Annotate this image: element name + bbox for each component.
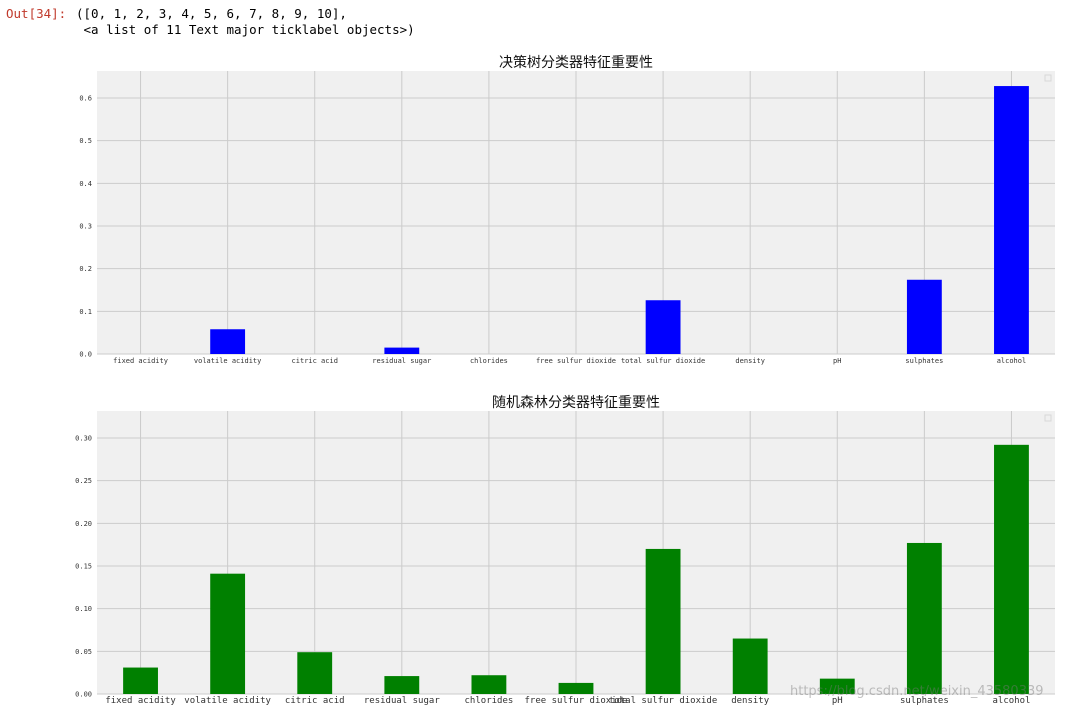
x-tick-label: pH <box>833 357 841 365</box>
x-tick-label: residual sugar <box>364 696 440 706</box>
y-tick-label: 0.00 <box>75 691 92 699</box>
bar-volatile-acidity <box>210 329 246 354</box>
bar-ph <box>819 678 855 694</box>
bar-citric-acid <box>297 652 333 694</box>
y-tick-label: 0.4 <box>79 180 92 188</box>
x-tick-label: volatile acidity <box>184 696 271 706</box>
y-tick-label: 0.6 <box>79 95 92 103</box>
output-line-2: <a list of 11 Text major ticklabel objec… <box>76 22 415 37</box>
x-tick-label: citric acid <box>285 696 345 706</box>
y-tick-label: 0.20 <box>75 520 92 528</box>
chart-title: 决策树分类器特征重要性 <box>499 54 653 71</box>
x-tick-label: total sulfur dioxide <box>609 696 717 706</box>
x-tick-label: alcohol <box>992 696 1030 706</box>
x-tick-label: free sulfur dioxide <box>536 357 616 365</box>
bar-volatile-acidity <box>210 573 246 694</box>
x-tick-label: citric acid <box>292 357 338 365</box>
bar-free-sulfur-dioxide <box>558 682 594 694</box>
x-tick-label: residual sugar <box>372 357 431 365</box>
bar-total-sulfur-dioxide <box>645 300 681 354</box>
y-tick-label: 0.15 <box>75 563 92 571</box>
watermark: https://blog.csdn.net/weixin_43580339 <box>790 684 1044 699</box>
x-tick-label: free sulfur dioxide <box>525 696 628 706</box>
y-tick-label: 0.05 <box>75 648 92 656</box>
legend-box <box>1044 74 1052 82</box>
output-text: ([0, 1, 2, 3, 4, 5, 6, 7, 8, 9, 10], <a … <box>76 6 415 38</box>
y-tick-label: 0.30 <box>75 435 92 443</box>
x-tick-label: fixed acidity <box>105 696 176 706</box>
y-tick-label: 0.0 <box>79 351 92 359</box>
bar-residual-sugar <box>384 347 420 354</box>
y-tick-label: 0.1 <box>79 308 92 316</box>
output-line-1: ([0, 1, 2, 3, 4, 5, 6, 7, 8, 9, 10], <box>76 6 347 21</box>
x-tick-label: sulphates <box>900 696 949 706</box>
x-tick-label: chlorides <box>465 696 514 706</box>
x-tick-label: pH <box>832 696 843 706</box>
bar-sulphates <box>906 542 942 694</box>
bar-residual-sugar <box>384 676 420 694</box>
x-tick-label: density <box>735 357 765 365</box>
x-tick-label: alcohol <box>997 357 1027 365</box>
x-tick-label: total sulfur dioxide <box>621 357 705 365</box>
legend-box <box>1044 414 1052 422</box>
output-prompt: Out[34]: <box>6 6 67 21</box>
bar-fixed-acidity <box>123 667 158 694</box>
bar-chlorides <box>471 675 507 694</box>
bar-total-sulfur-dioxide <box>645 548 681 694</box>
x-tick-label: density <box>731 696 770 706</box>
bar-alcohol <box>994 86 1029 354</box>
x-tick-label: fixed acidity <box>113 357 168 365</box>
y-tick-label: 0.5 <box>79 137 92 145</box>
y-tick-label: 0.25 <box>75 477 92 485</box>
y-tick-label: 0.3 <box>79 223 92 231</box>
bar-sulphates <box>906 279 942 354</box>
x-tick-label: volatile acidity <box>194 357 261 365</box>
chart-title: 随机森林分类器特征重要性 <box>492 395 660 411</box>
bar-density <box>732 638 768 694</box>
x-tick-label: chlorides <box>470 357 508 365</box>
x-tick-label: sulphates <box>905 357 943 365</box>
y-tick-label: 0.10 <box>75 605 92 613</box>
bar-alcohol <box>994 444 1029 694</box>
y-tick-label: 0.2 <box>79 265 92 273</box>
